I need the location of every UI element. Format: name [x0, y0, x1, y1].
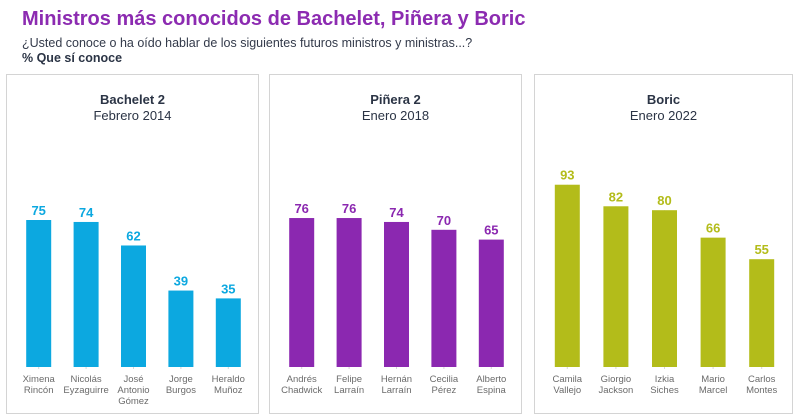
panel-subtitle: Enero 2018 — [361, 108, 430, 123]
data-label: 39 — [174, 274, 188, 289]
bar — [121, 245, 146, 367]
bar — [336, 218, 362, 367]
data-label: 66 — [706, 221, 720, 236]
bar — [603, 206, 629, 367]
panel-subtitle: Enero 2022 — [629, 108, 698, 123]
tick-label: Jorge Burgos — [166, 374, 196, 396]
bar — [384, 221, 409, 367]
bar — [700, 237, 726, 367]
tick-label: Izkia Siches — [650, 374, 679, 396]
bar-chart: 76 Andrés Chadwick 76 Felipe Larraín 74 Hernán L… — [281, 201, 506, 396]
data-label: 35 — [221, 281, 235, 296]
chart-panel-pinera: Piñera 2 Enero 2018 76 Andrés Chadwick 76 Fe… — [269, 74, 522, 414]
data-label: 62 — [126, 228, 140, 243]
data-label: 82 — [609, 189, 623, 204]
bar — [554, 184, 580, 367]
survey-question: ¿Usted conoce o ha oído hablar de los si… — [22, 36, 473, 50]
tick-label: José Antonio Gómez — [117, 374, 149, 407]
data-label: 93 — [560, 168, 574, 183]
bar — [431, 229, 457, 367]
bar — [652, 210, 677, 367]
measure-label: % Que sí conoce — [22, 51, 123, 65]
chart-panel-bachelet: Bachelet 2 Febrero 2014 75 Ximena Rincón 74… — [6, 74, 259, 414]
tick-label: Mario Marcel — [699, 374, 728, 396]
panel-title: Bachelet 2 — [99, 92, 166, 107]
bar-chart: 93 Camila Vallejo 82 Giorgio Jackson 80 Izkia Si… — [553, 168, 778, 396]
data-label: 76 — [294, 201, 308, 216]
tick-label: Hernán Larraín — [381, 374, 412, 396]
tick-label: Carlos Montes — [746, 374, 777, 396]
data-label: 65 — [484, 223, 498, 238]
tick-label: Alberto Espina — [476, 374, 506, 396]
tick-label: Camila Vallejo — [553, 374, 583, 396]
tick-label: Giorgio Jackson — [598, 374, 633, 396]
chart-panel-boric: Boric Enero 2022 93 Camila Vallejo 82 Giorgi… — [534, 74, 793, 414]
tick-label: Andrés Chadwick — [281, 374, 322, 396]
panel-subtitle: Febrero 2014 — [93, 108, 172, 123]
tick-label: Ximena Rincón — [23, 374, 56, 396]
panel-title: Boric — [646, 92, 681, 107]
tick-label: Cecilia Pérez — [430, 374, 459, 396]
bar — [289, 218, 315, 367]
data-label: 75 — [31, 203, 45, 218]
tick-label: Heraldo Muñoz — [212, 374, 245, 396]
bar — [478, 239, 504, 367]
bar — [73, 221, 99, 367]
data-label: 55 — [754, 242, 768, 257]
bar — [26, 220, 52, 367]
page-title: Ministros más conocidos de Bachelet, Piñ… — [22, 8, 526, 30]
data-label: 74 — [389, 205, 404, 220]
data-label: 74 — [79, 205, 94, 220]
bar-chart: 75 Ximena Rincón 74 Nicolás Eyzaguirre 62 José A… — [23, 203, 245, 407]
tick-label: Felipe Larraín — [334, 374, 364, 396]
tick-label: Nicolás Eyzaguirre — [63, 374, 108, 396]
panel-title: Piñera 2 — [370, 92, 421, 107]
data-label: 76 — [342, 201, 356, 216]
data-label: 80 — [657, 193, 671, 208]
data-label: 70 — [437, 213, 451, 228]
bar — [749, 259, 775, 367]
bar — [168, 290, 194, 367]
bar — [215, 298, 241, 367]
